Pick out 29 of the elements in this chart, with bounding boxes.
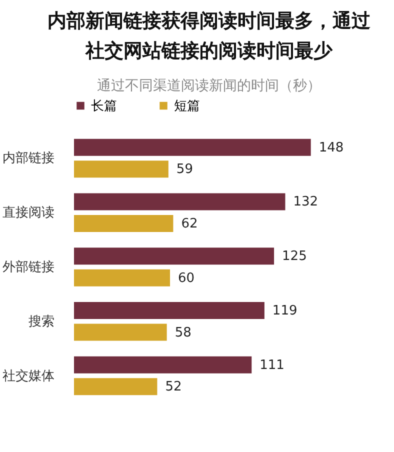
- chart-title: 内部新闻链接获得阅读时间最多，通过社交网站链接的阅读时间最少: [48, 10, 372, 62]
- bar: [74, 193, 286, 210]
- bar: [74, 214, 174, 232]
- y-tick-label: 内部链接: [2, 151, 54, 166]
- bar: [74, 356, 252, 374]
- data-label: 59: [176, 162, 193, 178]
- data-label: 119: [272, 304, 298, 319]
- y-tick-label: 搜索: [28, 314, 54, 330]
- data-label: 132: [293, 194, 318, 210]
- bar: [74, 160, 168, 178]
- bar: [74, 248, 274, 265]
- y-tick-label: 外部链接: [2, 260, 54, 275]
- legend-label: 长篇: [91, 98, 117, 114]
- bar: [74, 378, 158, 396]
- bar: [74, 302, 264, 320]
- legend-label: 短篇: [174, 98, 200, 114]
- bar: [74, 324, 167, 341]
- data-label: 52: [165, 380, 182, 395]
- data-label: 58: [174, 325, 192, 340]
- data-label: 125: [282, 249, 307, 264]
- chart-subtitle: 通过不同渠道阅读新闻的时间（秒）: [97, 78, 321, 94]
- data-label: 148: [318, 140, 344, 156]
- data-label: 111: [260, 358, 284, 373]
- bar: [74, 269, 170, 286]
- y-tick-label: 直接阅读: [2, 206, 54, 221]
- data-label: 62: [181, 216, 198, 232]
- data-label: 60: [178, 270, 195, 286]
- y-tick-label: 社交媒体: [2, 368, 54, 384]
- bar: [74, 138, 311, 156]
